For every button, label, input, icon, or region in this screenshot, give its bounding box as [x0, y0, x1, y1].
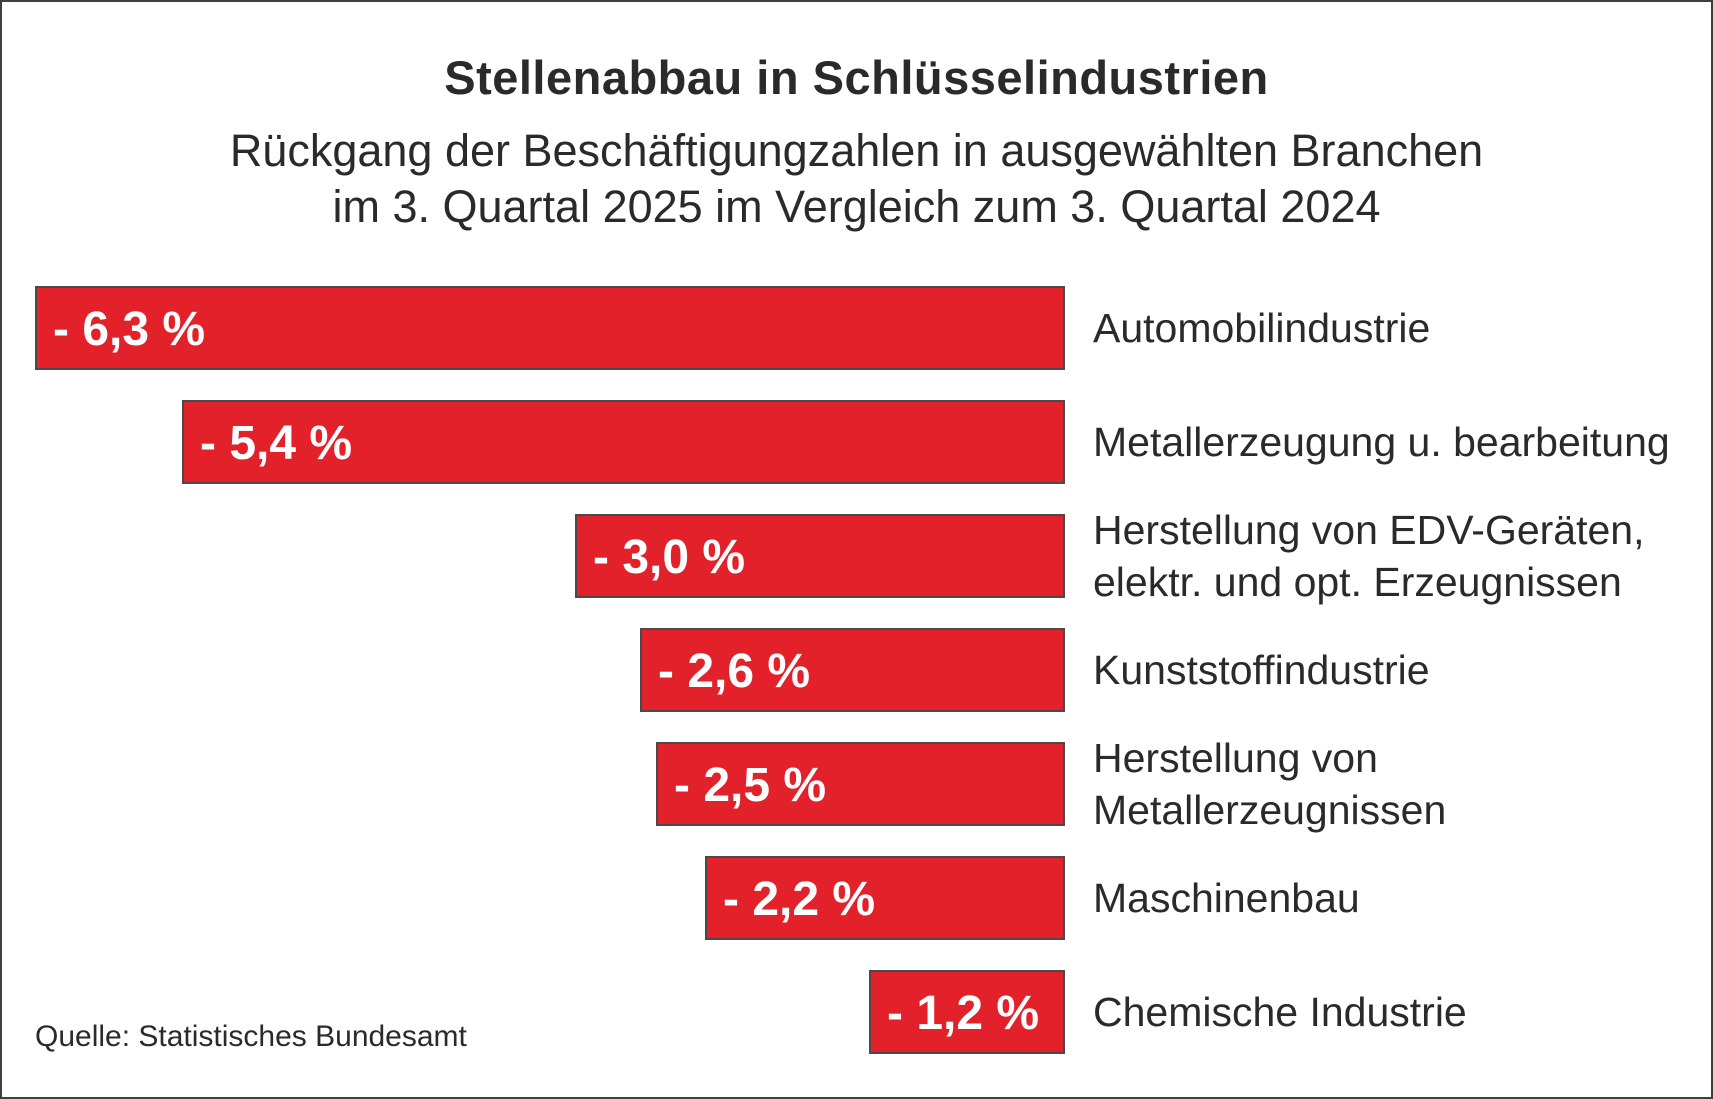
chart-title: Stellenabbau in Schlüsselindustrien	[444, 51, 1269, 104]
bar-value-label: - 6,3 %	[53, 302, 206, 356]
category-label-line: Automobilindustrie	[1093, 305, 1431, 351]
subtitle-line-2: im 3. Quartal 2025 im Vergleich zum 3. Q…	[332, 181, 1381, 232]
bar-value-label: - 2,6 %	[658, 644, 811, 698]
subtitle-line-1: Rückgang der Beschäftigungzahlen in ausg…	[229, 125, 1484, 176]
bar: - 3,0 %	[575, 514, 1065, 598]
category-label: Automobilindustrie	[1093, 302, 1430, 354]
bar-row: - 5,4 % Metallerzeugung u. bearbeitung	[2, 400, 1711, 484]
bar-value-label: - 2,5 %	[674, 758, 827, 812]
bar-value-label: - 3,0 %	[593, 530, 746, 584]
category-label: Metallerzeugung u. bearbeitung	[1093, 416, 1670, 468]
bar-row: - 6,3 % Automobilindustrie	[2, 286, 1711, 370]
bar: - 1,2 %	[869, 970, 1065, 1054]
category-label: Maschinenbau	[1093, 872, 1360, 924]
category-label-line: Metallerzeugung u. bearbeitung	[1093, 419, 1670, 465]
bar: - 6,3 %	[35, 286, 1065, 370]
bar-chart: - 6,3 % Automobilindustrie - 5,4 % Metaller…	[2, 286, 1711, 1058]
bar: - 2,2 %	[705, 856, 1065, 940]
bar: - 2,6 %	[640, 628, 1065, 712]
bar: - 5,4 %	[182, 400, 1065, 484]
bar-row: - 3,0 % Herstellung von EDV-Geräten, elekt…	[2, 507, 1711, 605]
category-label-line: Maschinenbau	[1093, 875, 1360, 921]
category-label-line: Kunststoffindustrie	[1093, 647, 1430, 693]
category-label: Herstellung von EDV-Geräten, elektr. und …	[1093, 504, 1645, 608]
chart-subtitle: Rückgang der Beschäftigungzahlen in ausg…	[2, 123, 1711, 235]
category-label-line: Metallerzeugnissen	[1093, 787, 1447, 833]
category-label-line: Herstellung von	[1093, 735, 1378, 781]
bar-value-label: - 5,4 %	[200, 416, 353, 470]
bar-row: - 2,2 % Maschinenbau	[2, 856, 1711, 940]
category-label-line: Chemische Industrie	[1093, 989, 1467, 1035]
category-label-line: elektr. und opt. Erzeugnissen	[1093, 559, 1622, 605]
bar-row: - 1,2 % Chemische Industrie	[2, 970, 1711, 1054]
category-label: Herstellung von Metallerzeugnissen	[1093, 732, 1446, 836]
category-label: Chemische Industrie	[1093, 986, 1467, 1038]
bar-row: - 2,6 % Kunststoffindustrie	[2, 628, 1711, 712]
category-label: Kunststoffindustrie	[1093, 644, 1430, 696]
bar-value-label: - 2,2 %	[723, 872, 876, 926]
bar: - 2,5 %	[656, 742, 1065, 826]
bar-value-label: - 1,2 %	[887, 986, 1040, 1040]
bar-row: - 2,5 % Herstellung von Metallerzeugnissen	[2, 735, 1711, 833]
source-note: Quelle: Statistisches Bundesamt	[35, 1020, 467, 1053]
category-label-line: Herstellung von EDV-Geräten,	[1093, 507, 1645, 553]
